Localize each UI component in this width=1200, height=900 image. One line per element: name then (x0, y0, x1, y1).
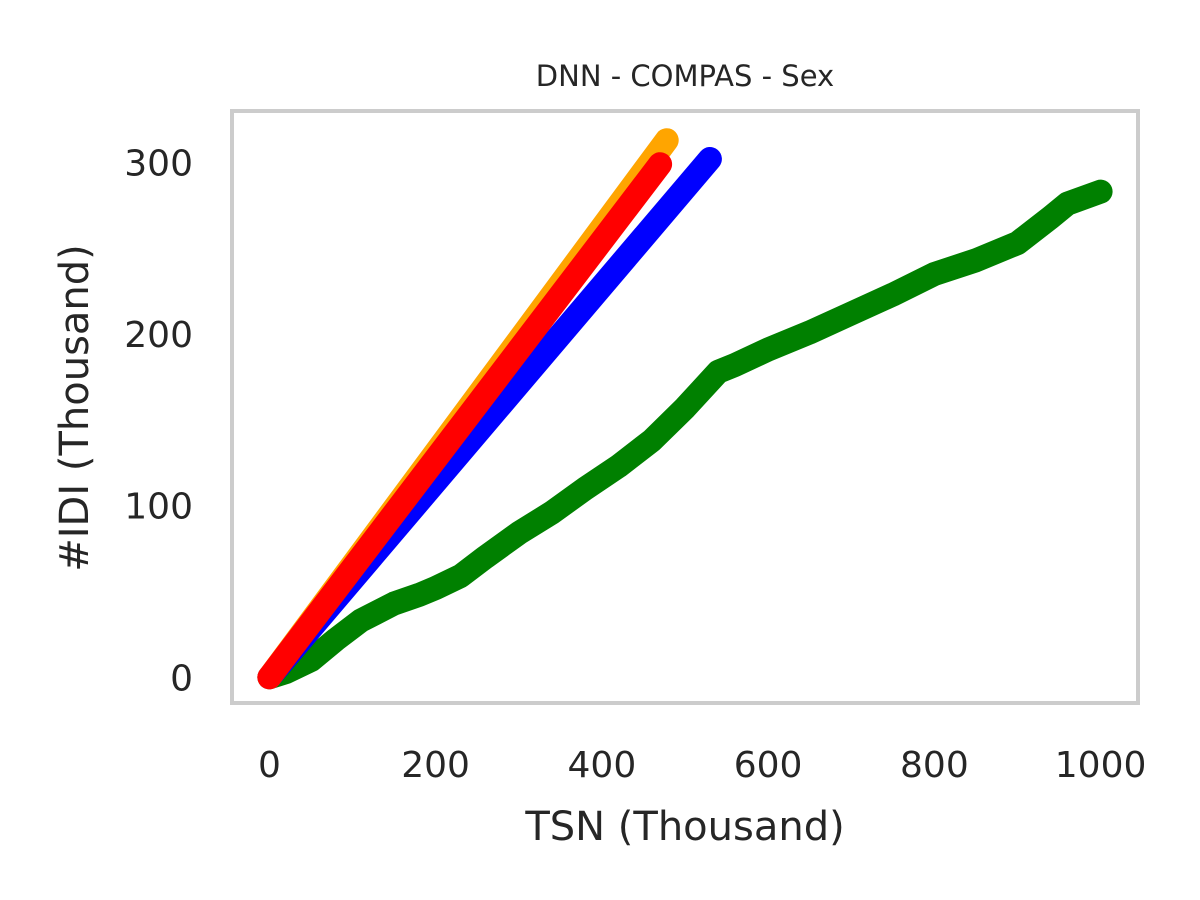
y-tick-label: 0 (170, 658, 193, 699)
series-line-1 (257, 179, 1113, 690)
x-tick-label: 400 (568, 745, 637, 786)
y-axis-label: #IDI (Thousand) (52, 244, 98, 572)
y-tick-label: 100 (124, 487, 193, 528)
x-tick-label: 0 (258, 745, 281, 786)
series-line-4 (257, 152, 673, 690)
x-tick-label: 800 (900, 745, 969, 786)
y-axis-ticks: 0 100 200 300 (124, 144, 193, 700)
y-tick-label: 300 (124, 144, 193, 185)
x-axis-label: TSN (Thousand) (524, 804, 844, 850)
series-layer (257, 128, 1113, 690)
x-axis-ticks: 0 200 400 600 800 1000 (258, 745, 1146, 786)
chart-title: DNN - COMPAS - Sex (536, 59, 834, 93)
x-tick-label: 600 (734, 745, 803, 786)
x-tick-label: 1000 (1055, 745, 1147, 786)
plot-frame (230, 109, 1140, 705)
y-tick-label: 200 (124, 315, 193, 356)
x-tick-label: 200 (401, 745, 470, 786)
